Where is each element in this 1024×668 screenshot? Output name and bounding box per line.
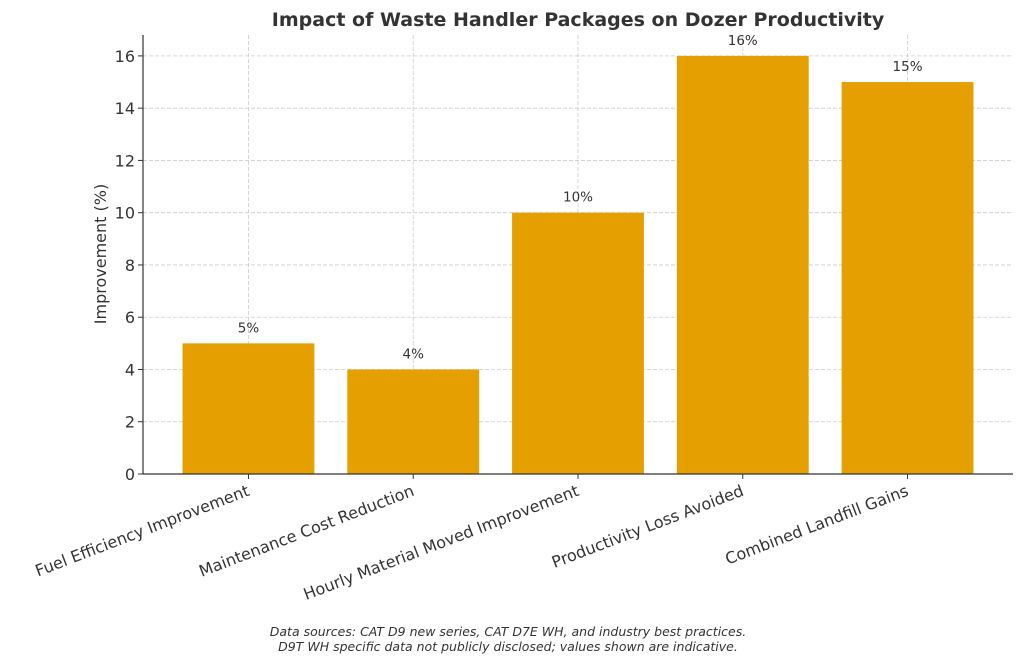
bar: [512, 212, 644, 474]
y-tick-label: 4: [125, 360, 135, 379]
y-tick-label: 16: [115, 47, 135, 66]
data-label: 5%: [238, 320, 260, 336]
y-tick-label: 2: [125, 413, 135, 432]
y-axis-label: Improvement (%): [91, 184, 110, 324]
y-tick-label: 0: [125, 465, 135, 484]
bar: [841, 82, 974, 475]
bar: [347, 369, 480, 474]
bars: [182, 55, 974, 475]
data-label: 4%: [403, 346, 425, 362]
y-tick-label: 10: [115, 204, 135, 223]
y-tick-label: 14: [115, 99, 135, 118]
y-tick-label: 6: [125, 308, 135, 327]
footnote-line-1: Data sources: CAT D9 new series, CAT D7E…: [270, 624, 746, 639]
data-label: 16%: [728, 33, 758, 49]
x-tick-label: Hourly Material Moved Improvement: [301, 481, 582, 604]
bar: [676, 55, 809, 475]
y-tick-label: 12: [115, 151, 135, 170]
data-label: 10%: [563, 190, 593, 206]
data-label: 15%: [893, 59, 923, 75]
y-tick-label: 8: [125, 256, 135, 275]
x-tick-label: Combined Landfill Gains: [723, 481, 911, 568]
data-labels: 5% 4% 10% 16% 15%: [238, 33, 923, 363]
chart-title: Impact of Waste Handler Packages on Doze…: [272, 9, 885, 31]
bar: [182, 343, 315, 474]
footnote-line-2: D9T WH specific data not publicly disclo…: [278, 639, 738, 654]
